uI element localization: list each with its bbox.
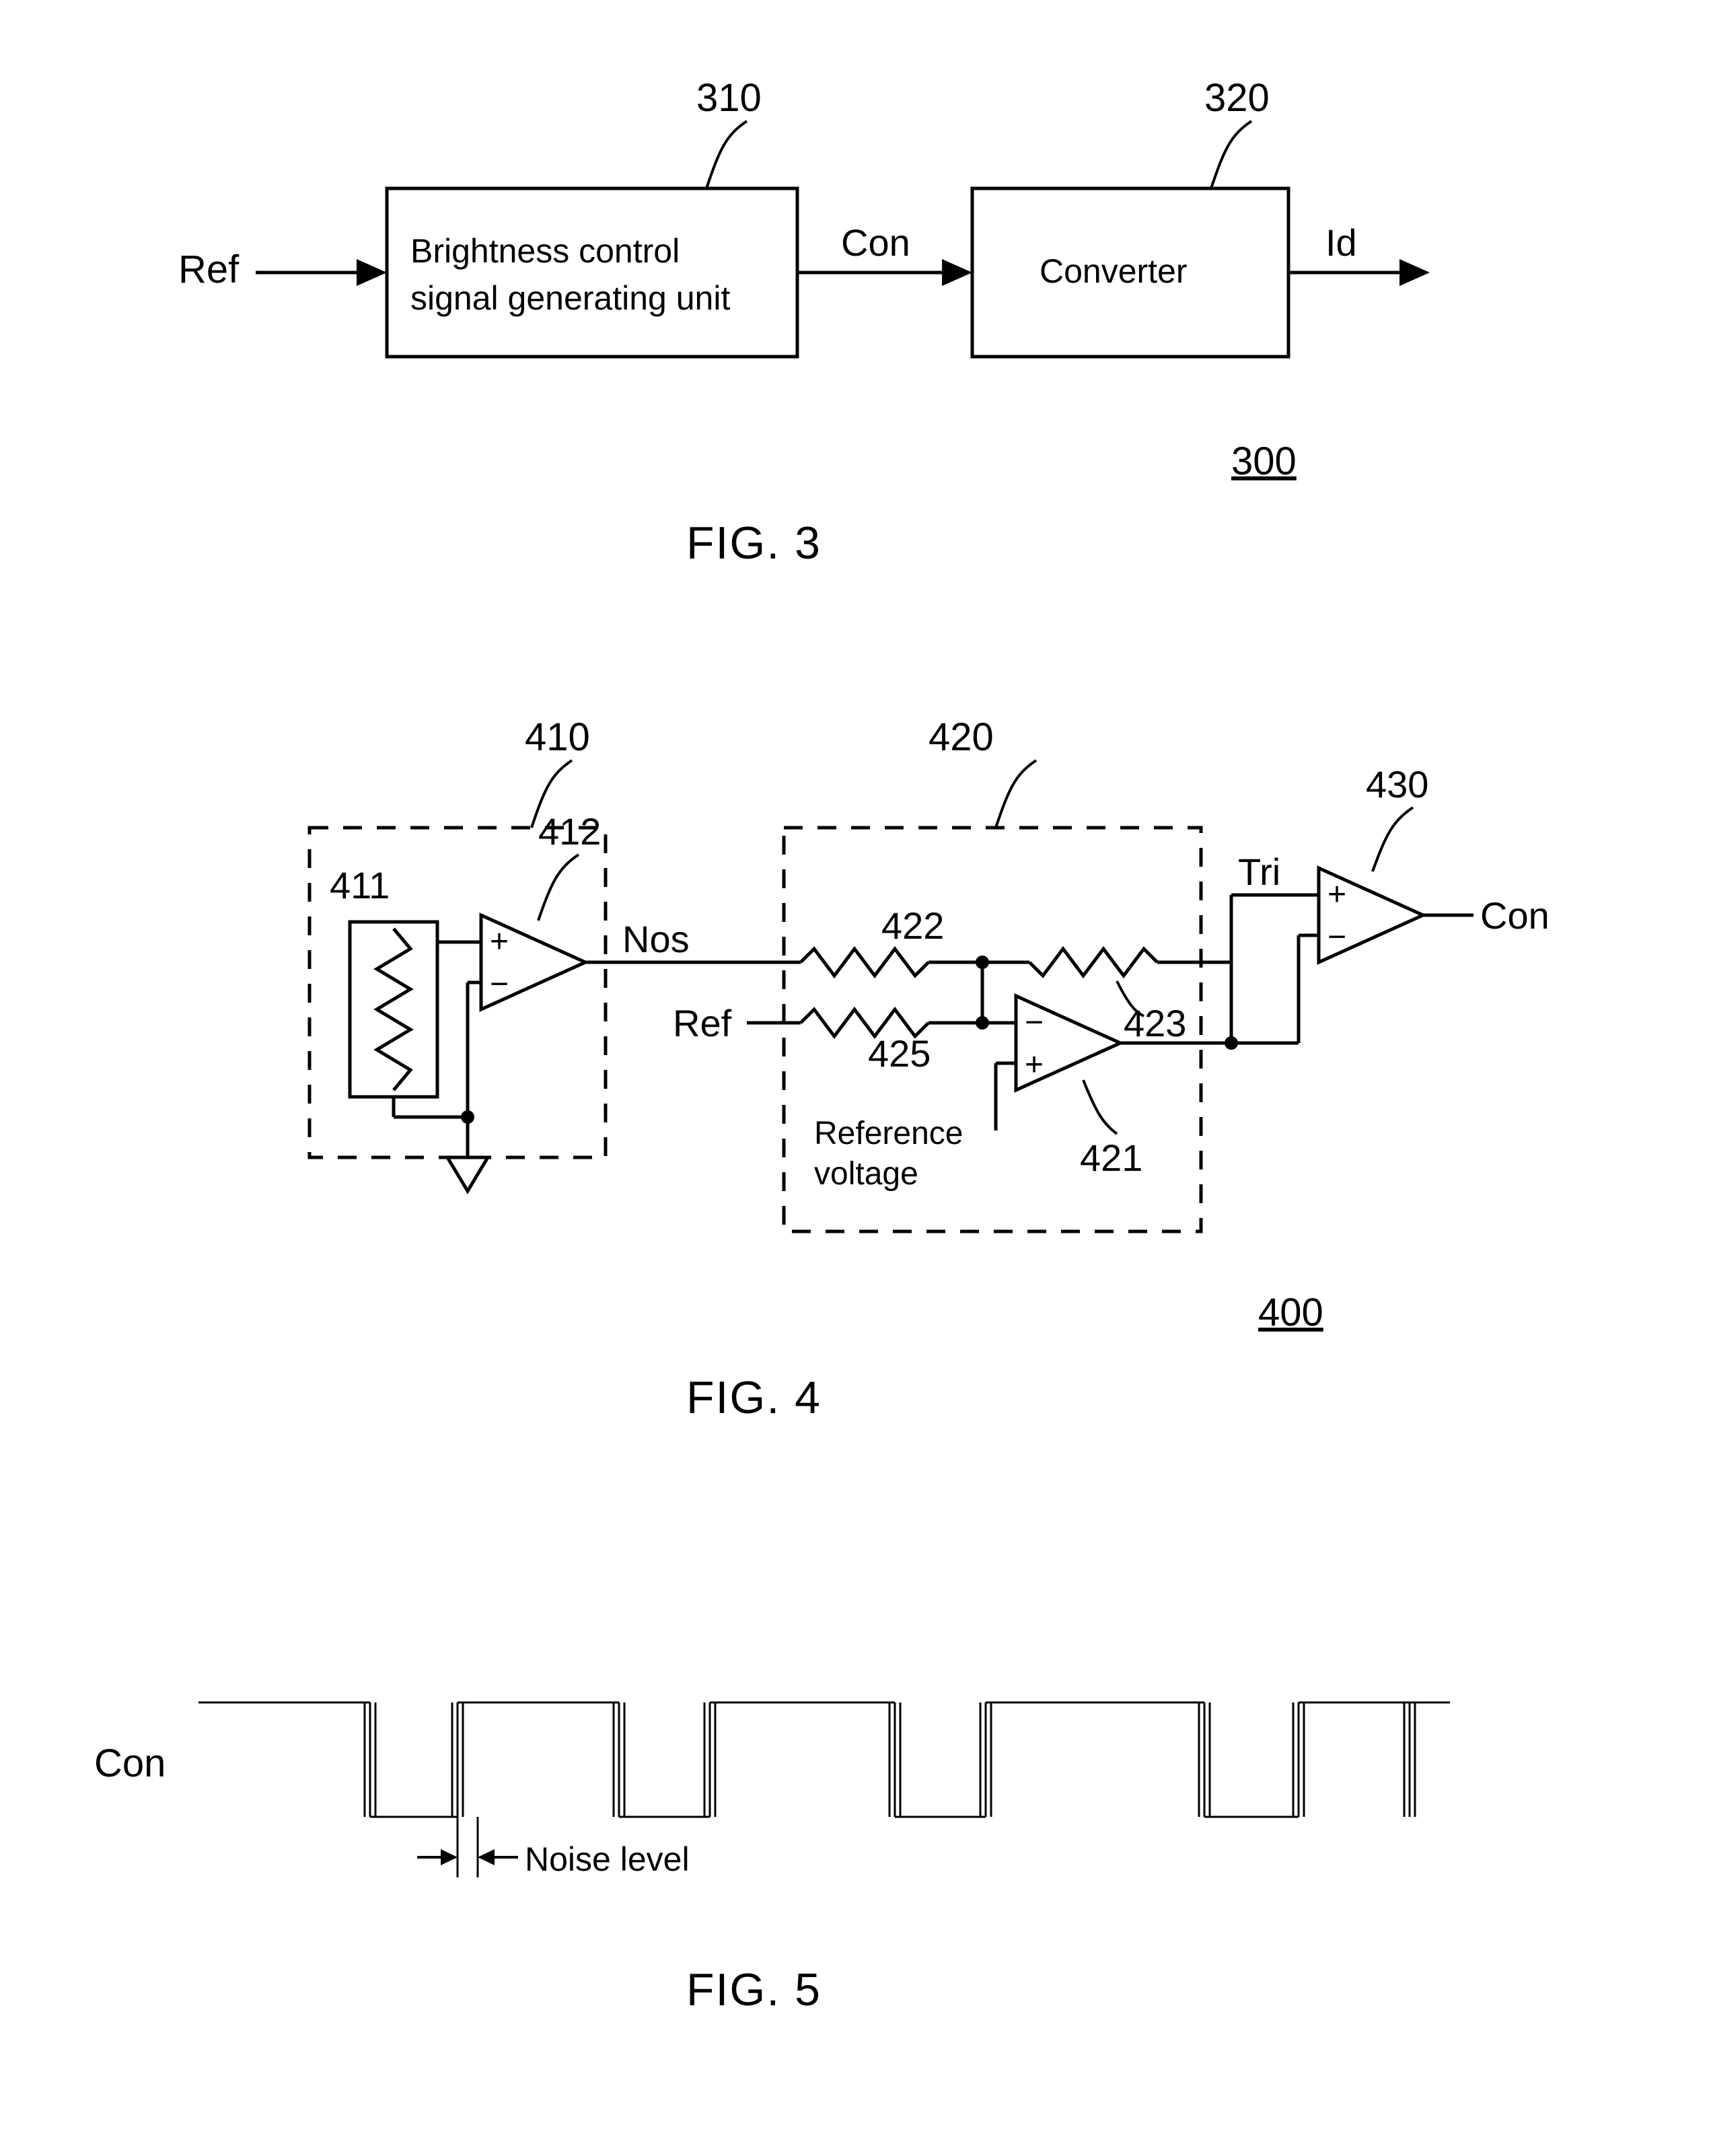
fig4-res411-num: 411 xyxy=(330,864,390,906)
fig4-opamp412-num: 412 xyxy=(538,810,601,853)
fig4-refv-line1: Reference xyxy=(814,1116,963,1151)
svg-text:−: − xyxy=(1327,919,1346,955)
fig3-refnum: 300 xyxy=(1231,439,1297,483)
fig3-block1-line1: Brightness control xyxy=(410,232,680,270)
fig4-r425-num: 425 xyxy=(868,1032,931,1075)
fig3-block2-num: 320 xyxy=(1204,76,1270,120)
fig4: 410 420 411 + − 412 Nos 422 xyxy=(310,715,1550,1423)
fig3-id-arrow-head xyxy=(1399,259,1430,286)
svg-text:−: − xyxy=(1025,1005,1044,1040)
fig3-con-label: Con xyxy=(841,221,910,264)
fig5-con-label: Con xyxy=(94,1741,166,1785)
fig5-noise-label: Noise level xyxy=(525,1840,690,1878)
fig4-r423-num: 423 xyxy=(1124,1002,1186,1044)
fig3-ref-label: Ref xyxy=(178,248,240,291)
fig4-r423 xyxy=(1029,949,1157,976)
fig4-group-410-num: 410 xyxy=(525,715,590,759)
fig4-opamp430-leader xyxy=(1373,807,1413,871)
fig4-res411-zigzag xyxy=(377,929,410,1090)
fig4-r422-num: 422 xyxy=(881,904,944,947)
fig4-group-420-num: 420 xyxy=(929,715,994,759)
fig4-opamp421-leader xyxy=(1083,1080,1117,1134)
fig4-label: FIG. 4 xyxy=(686,1372,822,1423)
fig4-tri-label: Tri xyxy=(1238,851,1280,893)
svg-text:+: + xyxy=(1025,1047,1044,1083)
fig4-group-420-leader xyxy=(996,760,1036,828)
fig5-label: FIG. 5 xyxy=(686,1964,822,2015)
fig3-block1-line2: signal generating unit xyxy=(410,279,730,317)
fig4-opamp430-num: 430 xyxy=(1366,763,1428,805)
fig5-noise-dim xyxy=(417,1817,518,1877)
svg-text:+: + xyxy=(490,924,509,960)
fig5: Con Noise level FIG. 5 xyxy=(94,1702,1450,2015)
fig4-res411-box xyxy=(350,922,437,1097)
fig3-ref-arrow-head xyxy=(357,259,387,286)
fig4-nos-label: Nos xyxy=(622,918,690,960)
fig4-con-label: Con xyxy=(1480,894,1550,937)
fig3-id-label: Id xyxy=(1325,221,1357,264)
fig4-opamp421-num: 421 xyxy=(1080,1137,1142,1179)
fig4-opamp412-leader xyxy=(538,855,579,921)
diagram-canvas: Brightness control signal generating uni… xyxy=(0,0,1711,2156)
fig3-label: FIG. 3 xyxy=(686,517,822,569)
fig3-block1-num: 310 xyxy=(696,76,762,120)
fig3-block1-leader xyxy=(706,121,747,188)
fig3-block2-leader xyxy=(1211,121,1251,188)
fig4-ground-icon xyxy=(447,1157,488,1191)
fig4-ref-label: Ref xyxy=(673,1002,732,1044)
svg-text:+: + xyxy=(1327,877,1346,912)
fig4-refnum: 400 xyxy=(1258,1291,1323,1334)
fig5-waveform xyxy=(198,1702,1450,1817)
fig3-block1 xyxy=(387,188,797,357)
fig4-refv-line2: voltage xyxy=(814,1156,918,1192)
fig3-con-arrow-head xyxy=(942,259,972,286)
fig4-r422 xyxy=(801,949,929,976)
svg-text:−: − xyxy=(490,966,509,1002)
fig3-block2-text: Converter xyxy=(1040,252,1188,290)
fig3: Brightness control signal generating uni… xyxy=(178,76,1430,569)
